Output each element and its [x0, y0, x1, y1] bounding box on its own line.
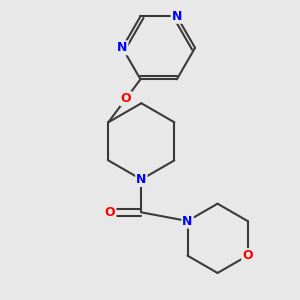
Text: N: N	[117, 41, 128, 54]
Text: O: O	[105, 206, 116, 219]
Text: N: N	[172, 10, 182, 23]
Text: N: N	[136, 173, 146, 186]
Text: N: N	[182, 214, 193, 227]
Text: O: O	[242, 249, 253, 262]
Text: O: O	[121, 92, 131, 105]
